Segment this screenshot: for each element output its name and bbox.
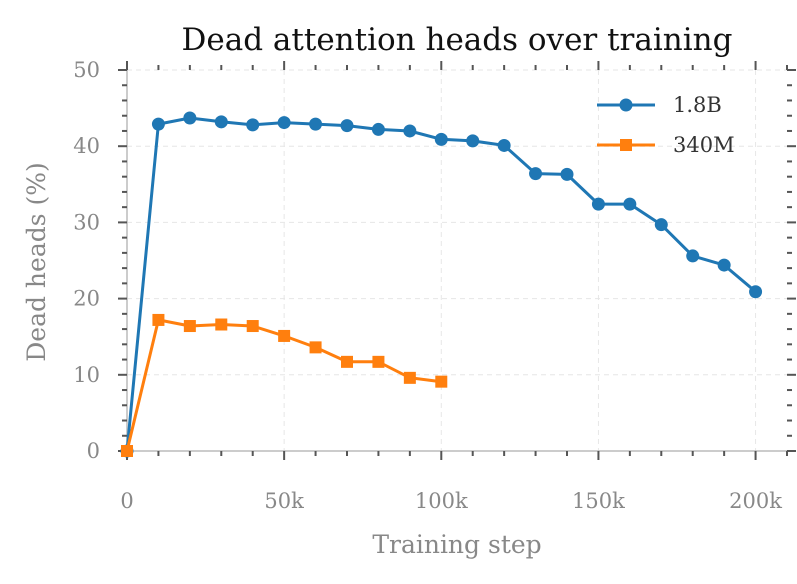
data-point-1-8b: [686, 249, 700, 263]
legend-label-340m: 340M: [673, 133, 735, 157]
data-point-340m: [435, 375, 448, 388]
x-tick-label: 200k: [729, 489, 782, 513]
data-point-340m: [309, 341, 322, 354]
x-tick-label: 150k: [572, 489, 625, 513]
data-point-1-8b: [749, 285, 763, 299]
tick-labels: 0 50k 100k 150k 200k 0 10 20 30 40 50: [73, 58, 782, 513]
series-340m: [121, 313, 448, 457]
axes-frame: [126, 70, 787, 452]
grid-layer: [126, 69, 787, 452]
data-point-1-8b: [717, 258, 731, 272]
data-point-1-8b: [623, 197, 637, 211]
data-point-1-8b: [214, 115, 228, 129]
data-point-1-8b: [340, 119, 354, 133]
x-tick-label: 100k: [415, 489, 468, 513]
data-point-1-8b: [591, 197, 605, 211]
y-tick-label: 10: [73, 363, 100, 387]
chart-title: Dead attention heads over training: [182, 22, 733, 58]
legend-marker-340m: [620, 139, 632, 151]
data-point-340m: [278, 329, 291, 342]
data-point-1-8b: [371, 122, 385, 136]
y-axis-label: Dead heads (%): [22, 162, 51, 362]
data-point-340m: [403, 371, 416, 384]
y-tick-label: 50: [73, 58, 100, 82]
data-point-1-8b: [246, 118, 260, 132]
data-point-1-8b: [277, 116, 291, 130]
y-tick-label: 20: [73, 287, 100, 311]
data-point-1-8b: [403, 124, 417, 138]
data-point-1-8b: [654, 218, 668, 232]
x-tick-label: 50k: [264, 489, 304, 513]
data-point-340m: [152, 313, 165, 326]
x-tick-label: 0: [120, 489, 133, 513]
y-tick-label: 0: [87, 439, 100, 463]
series-line-1-8b: [125, 116, 757, 452]
data-point-340m: [183, 320, 196, 333]
data-point-340m: [372, 355, 385, 368]
legend-label-1-8b: 1.8B: [673, 93, 722, 117]
data-point-340m: [121, 445, 133, 457]
legend-item-340m: 340M: [597, 133, 735, 157]
data-point-1-8b: [309, 117, 323, 131]
data-point-340m: [341, 355, 353, 368]
data-point-1-8b: [434, 132, 448, 146]
data-point-1-8b: [497, 138, 511, 152]
data-point-1-8b: [151, 117, 165, 131]
y-tick-label: 40: [73, 134, 100, 158]
legend-marker-1-8b: [619, 98, 633, 112]
data-point-340m: [215, 318, 228, 331]
data-point-1-8b: [183, 111, 197, 125]
series-layer: [120, 111, 763, 458]
data-point-1-8b: [466, 134, 480, 148]
data-point-1-8b: [529, 167, 543, 181]
y-tick-label: 30: [73, 210, 100, 234]
data-point-340m: [246, 320, 259, 333]
series-1-8b: [120, 111, 763, 458]
x-axis-label: Training step: [372, 530, 541, 559]
data-point-1-8b: [560, 167, 574, 181]
legend: 1.8B 340M: [597, 93, 735, 157]
legend-item-1-8b: 1.8B: [597, 93, 722, 117]
